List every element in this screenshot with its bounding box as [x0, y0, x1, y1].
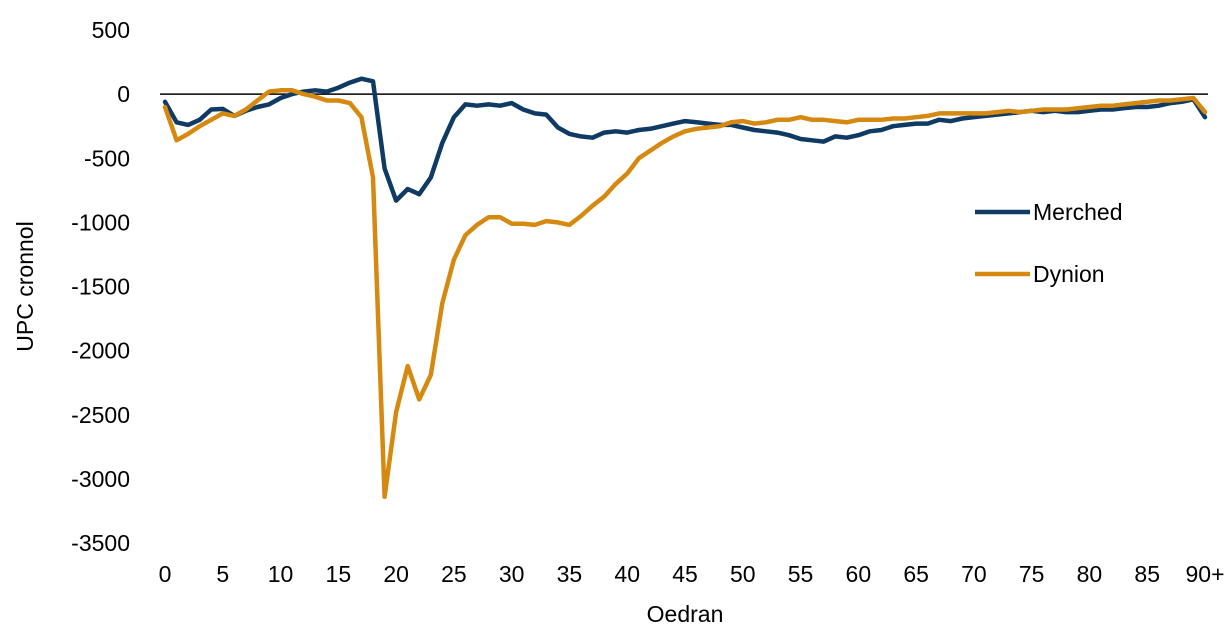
- y-tick-label: -1500: [71, 274, 130, 300]
- y-tick-label: -500: [84, 145, 130, 171]
- y-tick-label: -1000: [71, 209, 130, 235]
- y-tick-label: -2000: [71, 338, 130, 364]
- x-tick-label: 40: [614, 561, 640, 587]
- y-tick-label: 0: [117, 81, 130, 107]
- x-tick-label: 70: [961, 561, 987, 587]
- x-axis-title: Oedran: [647, 601, 724, 627]
- series-line-dynion: [162, 88, 1208, 500]
- x-axis-ticks: 0 5 10 15 20 25 30 35 40 45 50 55 60 65 70 75 80 85 90+: [159, 561, 1225, 587]
- legend: Merched Dynion: [975, 199, 1122, 287]
- x-tick-label: 20: [383, 561, 409, 587]
- x-tick-label: 55: [788, 561, 814, 587]
- x-tick-label: 85: [1134, 561, 1160, 587]
- series-layer: [162, 76, 1208, 500]
- x-tick-label: 75: [1019, 561, 1045, 587]
- x-tick-label: 0: [159, 561, 172, 587]
- legend-label-dynion: Dynion: [1033, 261, 1105, 287]
- x-tick-label: 60: [846, 561, 872, 587]
- x-tick-label: 45: [672, 561, 698, 587]
- y-tick-label: 500: [92, 17, 130, 43]
- x-tick-label: 15: [326, 561, 352, 587]
- y-axis-ticks: 500 0 -500 -1000 -1500 -2000 -2500 -3000 -3500: [71, 17, 130, 556]
- x-tick-label: 25: [441, 561, 467, 587]
- x-tick-label: 50: [730, 561, 756, 587]
- y-axis-title: UPC cronnol: [12, 221, 38, 351]
- x-tick-label: 65: [903, 561, 929, 587]
- y-tick-label: -3500: [71, 530, 130, 556]
- x-tick-label: 10: [268, 561, 294, 587]
- y-tick-label: -3000: [71, 466, 130, 492]
- x-tick-label: 5: [216, 561, 229, 587]
- x-tick-label: 35: [557, 561, 583, 587]
- y-tick-label: -2500: [71, 402, 130, 428]
- x-tick-label: 90+: [1185, 561, 1224, 587]
- x-tick-label: 30: [499, 561, 525, 587]
- x-tick-label: 80: [1077, 561, 1103, 587]
- legend-label-merched: Merched: [1033, 199, 1122, 225]
